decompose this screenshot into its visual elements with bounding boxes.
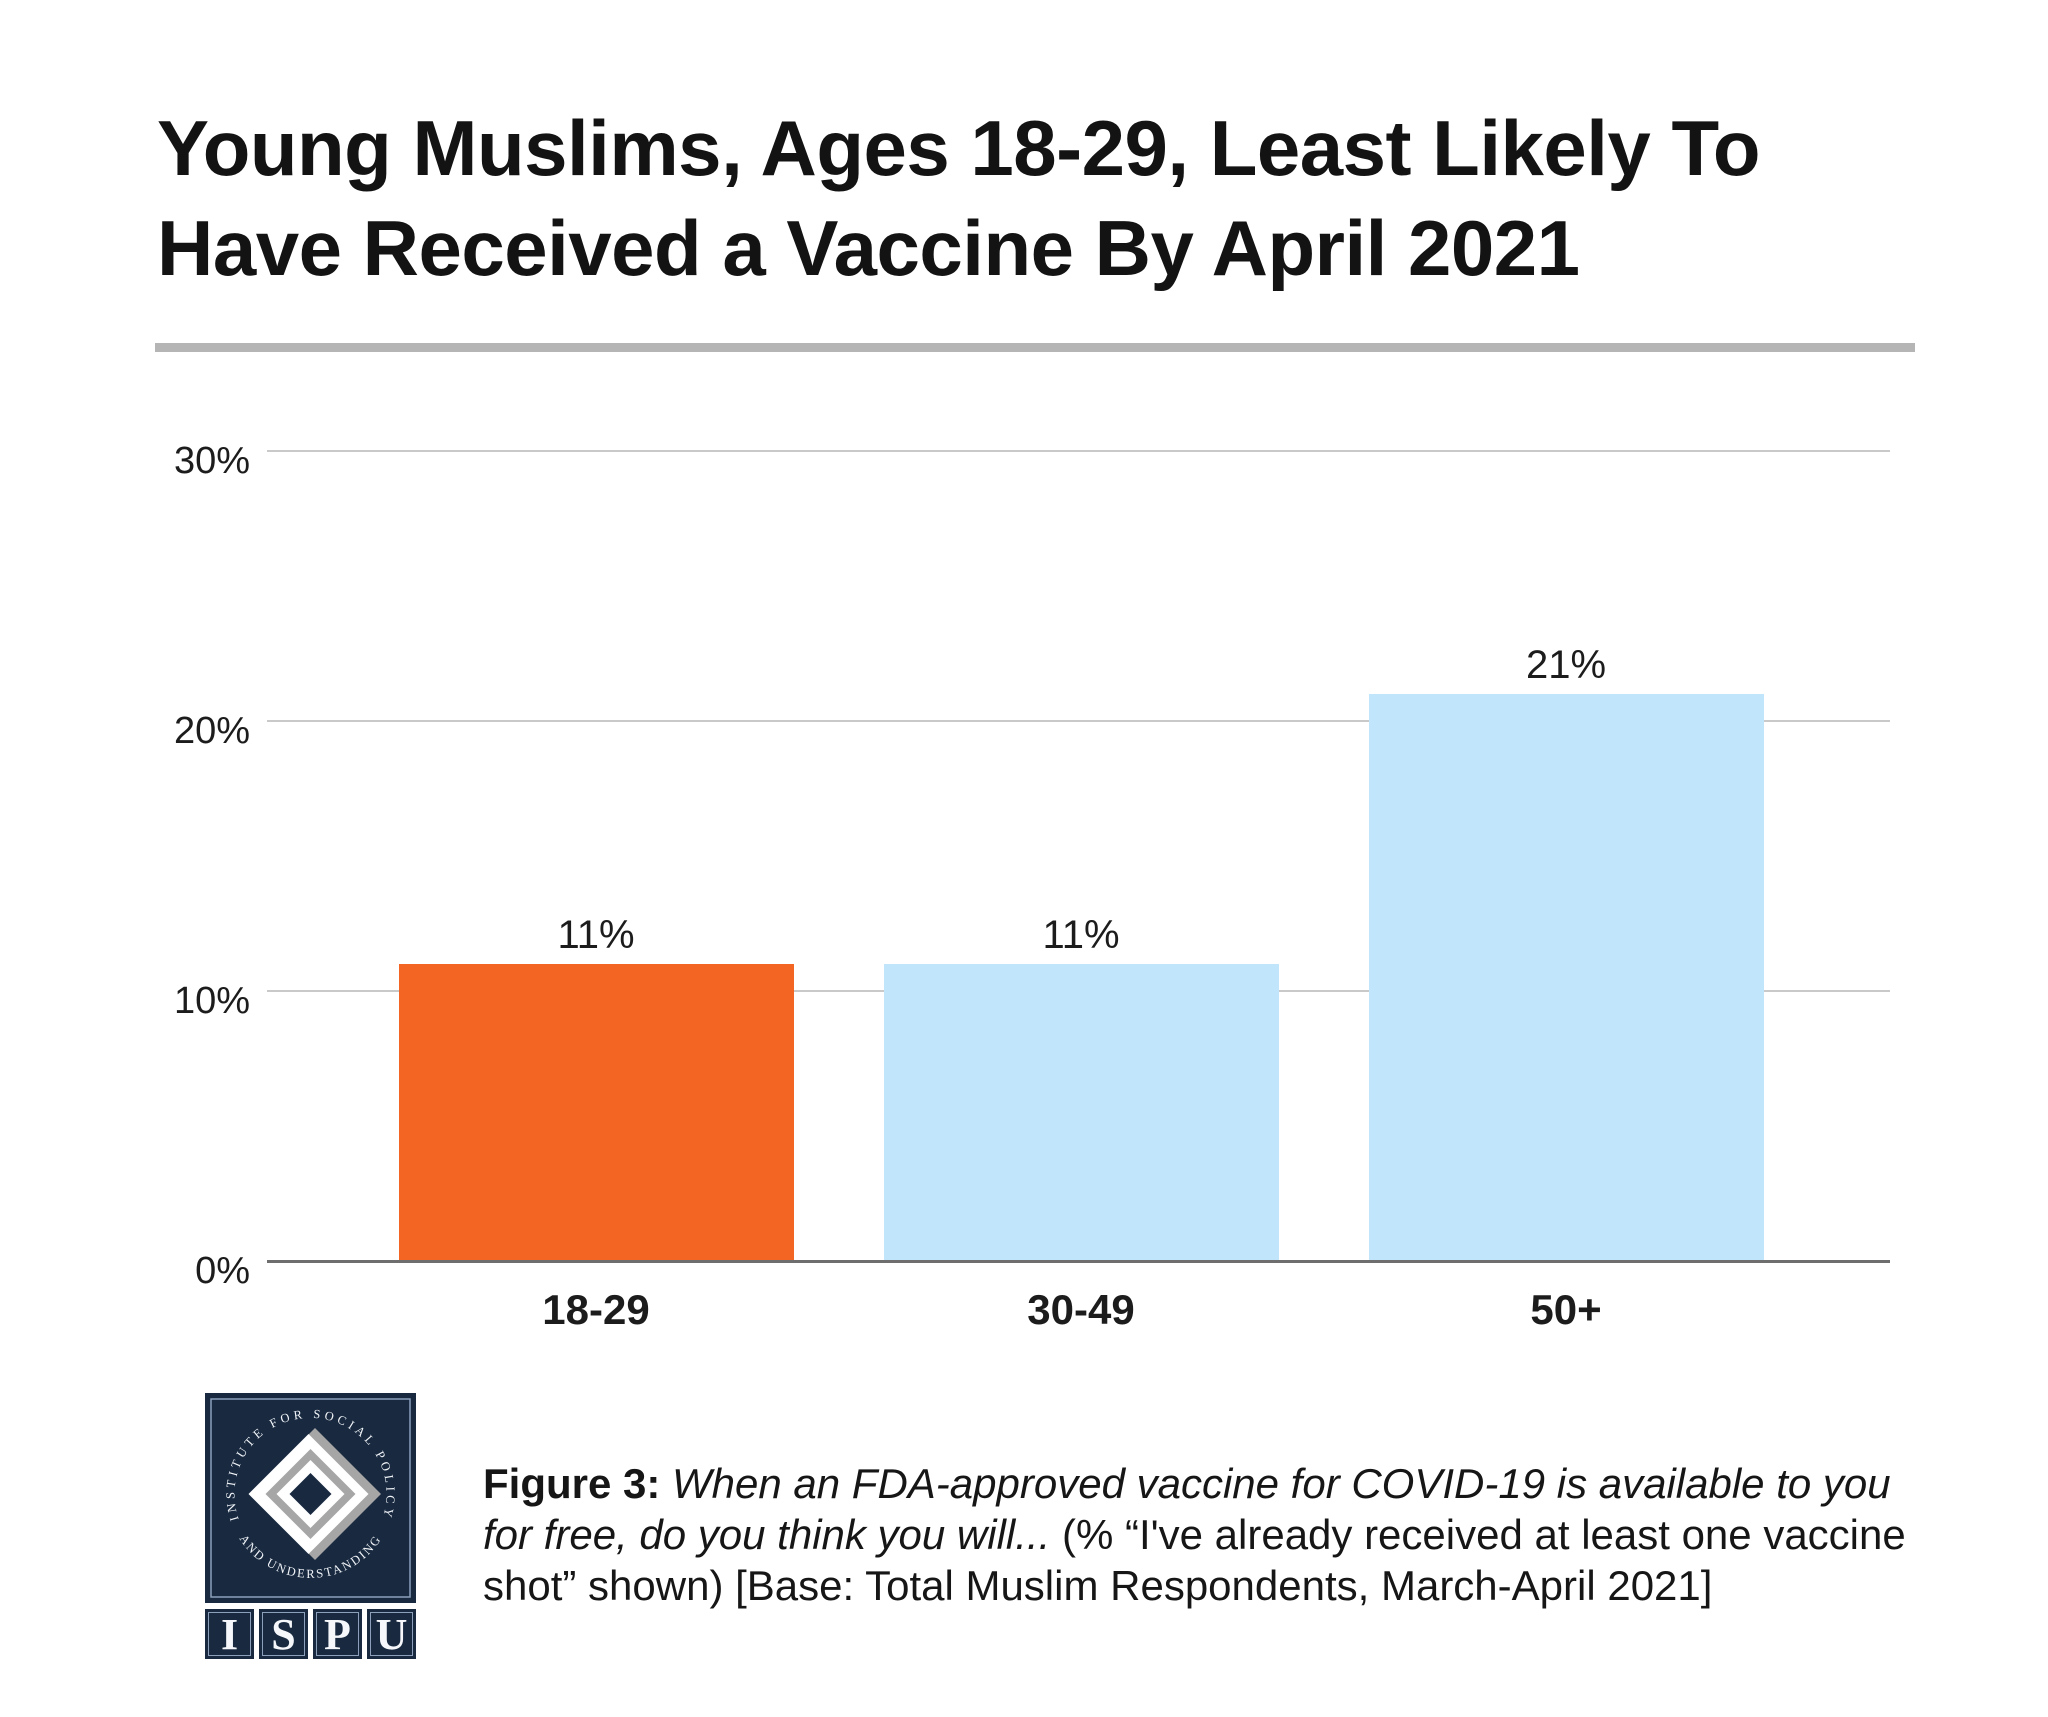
y-tick-0%: 0% [195, 1250, 250, 1292]
bar-value-50+: 21% [1525, 643, 1607, 687]
logo-letter: I [220, 1610, 239, 1659]
y-tick-20%: 20% [173, 710, 250, 752]
figure-caption-label: Figure 3: [483, 1460, 661, 1507]
figure-caption-question: When an FDA-approved vaccine for COVID-1… [483, 1460, 1891, 1558]
logo-tile-u: U [367, 1609, 416, 1659]
logo-letter: U [375, 1610, 408, 1659]
gridline-30% [267, 450, 1890, 452]
figure-caption-detail: (% “I've already received at least one v… [483, 1511, 1906, 1609]
logo-tile-s: S [259, 1609, 308, 1659]
title-divider [155, 343, 1915, 352]
bar-50+: 21% [1368, 643, 1764, 1261]
x-axis-line [267, 1260, 1890, 1263]
logo-letter-tiles: I S P U [205, 1609, 416, 1659]
logo-letter: P [324, 1610, 351, 1659]
bar-value-30-49: 11% [1042, 913, 1120, 957]
ispu-logo: INSTITUTE FOR SOCIAL POLICY AND UNDERSTA… [205, 1393, 416, 1659]
plot-area: 11% 11% 21% [267, 450, 1890, 1263]
logo-letter: S [271, 1610, 296, 1659]
bar-18-29: 11% [398, 913, 794, 1261]
bar-value-18-29: 11% [557, 913, 635, 957]
y-tick-30%: 30% [173, 440, 250, 482]
logo-tile-i: I [205, 1609, 254, 1659]
ispu-logo-seal: INSTITUTE FOR SOCIAL POLICY AND UNDERSTA… [205, 1393, 416, 1603]
x-tick-18-29: 18-29 [542, 1286, 650, 1333]
logo-inner-border [210, 1398, 411, 1598]
x-tick-30-49: 30-49 [1027, 1286, 1135, 1333]
y-tick-10%: 10% [173, 980, 250, 1022]
gridline-20% [267, 720, 1890, 722]
logo-tile-p: P [313, 1609, 362, 1659]
bar-30-49: 11% [883, 913, 1279, 1261]
x-tick-50+: 50+ [1530, 1286, 1602, 1333]
diamond-icon [248, 1428, 381, 1560]
figure-caption: Figure 3: When an FDA-approved vaccine f… [483, 1458, 1943, 1611]
page-title: Young Muslims, Ages 18-29, Least Likely … [157, 104, 1760, 292]
